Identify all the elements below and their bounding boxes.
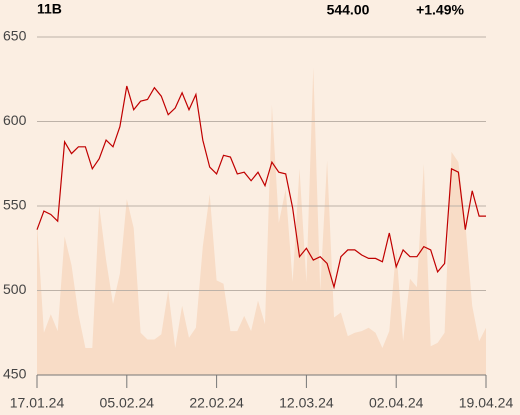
last-price: 544.00 [327,2,370,18]
chart-title: 11B [37,1,62,17]
y-tick-label: 650 [3,28,27,44]
x-tick-label: 22.02.24 [189,395,244,411]
x-tick-label: 02.04.24 [369,395,424,411]
y-tick-label: 600 [3,112,27,128]
x-tick-label: 05.02.24 [100,395,155,411]
y-tick-label: 500 [3,281,27,297]
volume-area [37,67,486,376]
x-tick-label: 12.03.24 [279,395,334,411]
x-tick-label: 17.01.24 [10,395,65,411]
x-tick-label: 19.04.24 [459,395,514,411]
price-line [36,85,486,290]
y-tick-label: 550 [3,197,27,213]
y-tick-label: 450 [3,366,27,382]
price-change: +1.49% [416,2,464,18]
